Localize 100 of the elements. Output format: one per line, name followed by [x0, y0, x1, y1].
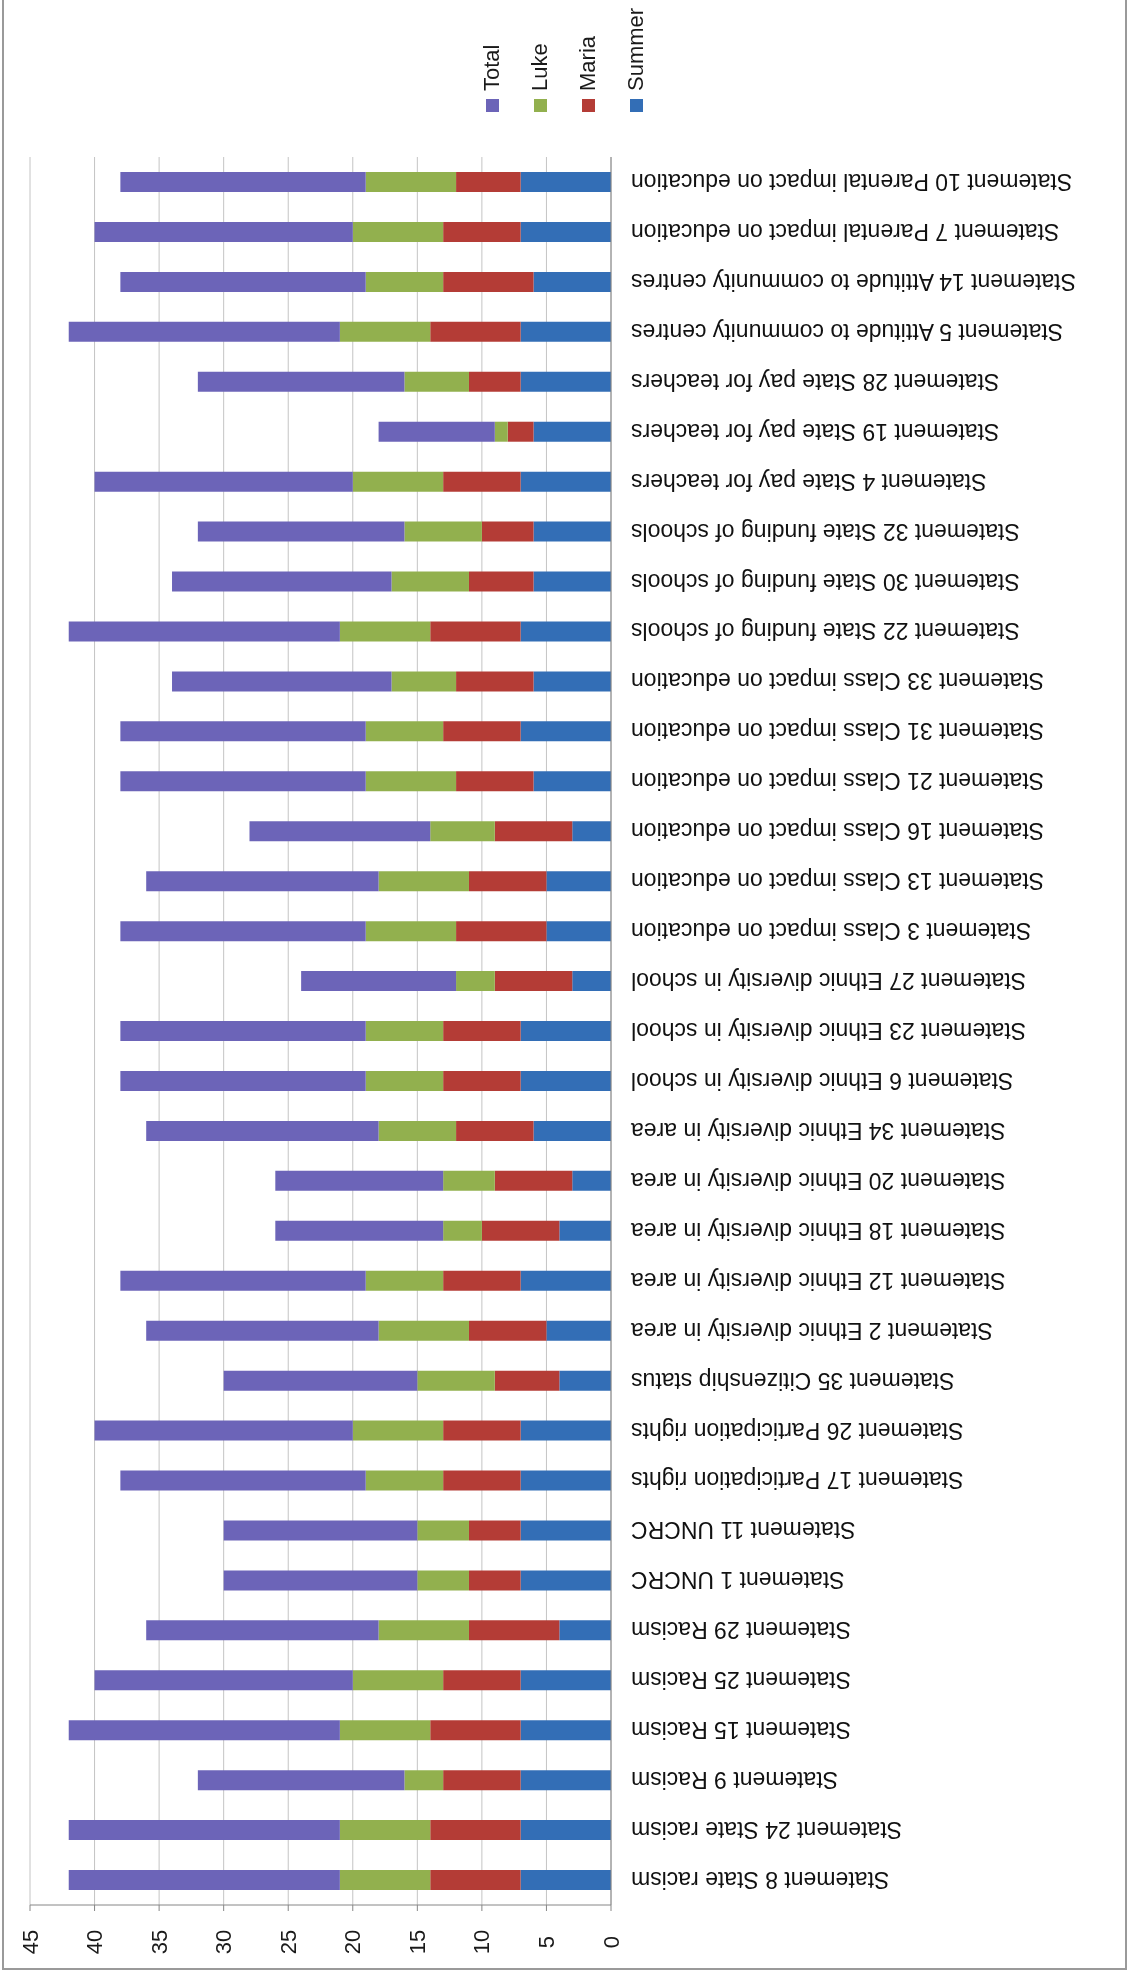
- text: Maria: [575, 35, 600, 91]
- y-tick-label: Statement 35 Citizenship status: [631, 1367, 955, 1394]
- bar: [520, 1670, 611, 1691]
- y-tick-label: Statement 8 State racism: [631, 1867, 890, 1894]
- bar: [120, 921, 366, 942]
- bar: [68, 621, 340, 642]
- y-tick-label: Statement 2 Ethnic diversity in area: [630, 1317, 993, 1344]
- y-tick-label: Statement 18 Ethnic diversity in area: [630, 1217, 1006, 1244]
- bar: [456, 921, 547, 942]
- x-tick-label: 20: [340, 1929, 366, 1955]
- bar: [120, 271, 366, 292]
- bar: [520, 1420, 611, 1441]
- bar: [404, 521, 482, 542]
- bar: [339, 1720, 431, 1741]
- y-tick-label: Statement 23 Ethnic diversity in school: [631, 1018, 1027, 1044]
- bar: [520, 1770, 611, 1791]
- bar: [533, 671, 611, 692]
- bar: [197, 371, 405, 392]
- bar: [481, 521, 534, 542]
- bar: [443, 1770, 521, 1791]
- bar: [533, 421, 611, 442]
- bar: [533, 571, 611, 592]
- y-tick-label: Statement 32 State funding of schools: [631, 518, 1020, 545]
- bar: [94, 471, 353, 492]
- x-tick-label: 15: [404, 1929, 430, 1955]
- bar: [572, 971, 611, 992]
- x-tick-label: 30: [211, 1929, 237, 1955]
- bar: [417, 1570, 469, 1591]
- bar: [339, 321, 431, 342]
- bar: [572, 1170, 611, 1191]
- bar: [365, 1070, 444, 1091]
- bar: [146, 1320, 379, 1341]
- bar: [352, 471, 444, 492]
- bar: [172, 571, 392, 592]
- bar: [533, 521, 611, 542]
- bar: [520, 321, 611, 342]
- bar: [494, 821, 573, 842]
- bar: [275, 1220, 444, 1241]
- bar: [68, 1820, 340, 1841]
- bar: [146, 871, 379, 892]
- bar: [223, 1520, 418, 1541]
- x-tick-label: 10: [469, 1929, 495, 1955]
- bar: [443, 721, 521, 742]
- bar: [443, 1420, 521, 1441]
- y-tick-label: Statement 12 Ethnic diversity in area: [630, 1267, 1006, 1294]
- bar: [520, 1570, 611, 1591]
- y-tick-label: Statement 34 Ethnic diversity in area: [630, 1117, 1006, 1144]
- bar: [443, 221, 521, 242]
- y-tick-label: Statement 33 Class impact on education: [631, 668, 1044, 695]
- y-tick-label: Statement 10 Parental impact on education: [631, 168, 1073, 195]
- bar: [443, 1021, 521, 1042]
- bar: [417, 1520, 469, 1541]
- bar: [94, 1420, 353, 1441]
- bar: [520, 1070, 611, 1091]
- text: Luke: [527, 43, 552, 91]
- bar: [520, 371, 611, 392]
- bar: [520, 1270, 611, 1291]
- bar: [468, 1570, 521, 1591]
- bar: [443, 1220, 482, 1241]
- bar: [443, 1470, 521, 1491]
- bar: [443, 271, 534, 292]
- bar: [120, 1470, 366, 1491]
- y-tick-label: Statement 5 Attitude to community centres: [631, 318, 1064, 345]
- bar: [546, 921, 611, 942]
- bar: [404, 1770, 444, 1791]
- y-tick-label: Statement 19 State pay for teachers: [631, 418, 1000, 445]
- bar: [146, 1620, 379, 1641]
- bar: [365, 1021, 444, 1042]
- bar: [68, 1720, 340, 1741]
- bar: [520, 1870, 611, 1891]
- bar: [443, 471, 521, 492]
- bar: [417, 1370, 495, 1391]
- y-tick-label: Statement 29 Racism: [631, 1617, 851, 1644]
- bar: [520, 1470, 611, 1491]
- y-tick-label: Statement 16 Class impact on education: [631, 818, 1044, 845]
- y-tick-label: Statement 25 Racism: [631, 1667, 851, 1694]
- bar: [520, 221, 611, 242]
- x-tick-label: 45: [17, 1929, 43, 1955]
- bar: [520, 172, 611, 192]
- bar: [172, 671, 392, 692]
- y-tick-label: Statement 1 UNCRC: [631, 1567, 845, 1594]
- bar: [559, 1620, 611, 1641]
- y-tick-label: Statement 24 State racism: [631, 1817, 903, 1844]
- y-tick-label: Statement 27 Ethnic diversity in school: [631, 968, 1027, 995]
- bar: [120, 1270, 366, 1291]
- bar: [365, 771, 457, 792]
- y-tick-label: Statement 31 Class impact on education: [631, 718, 1044, 745]
- x-tick-label: 25: [275, 1929, 301, 1955]
- bar: [456, 771, 534, 792]
- y-tick-label: Statement 4 State pay for teachers: [631, 468, 987, 495]
- bar: [468, 1520, 521, 1541]
- bar: [559, 1220, 611, 1241]
- bar: [430, 1870, 521, 1891]
- y-tick-label: Statement 17 Participation rights: [631, 1467, 964, 1494]
- bar: [520, 1021, 611, 1042]
- bar: [520, 1520, 611, 1541]
- bar: [468, 871, 547, 892]
- bar: [456, 172, 521, 192]
- y-tick-label: Statement 15 Racism: [631, 1717, 851, 1744]
- y-tick-label: Statement 26 Participation rights: [631, 1417, 964, 1444]
